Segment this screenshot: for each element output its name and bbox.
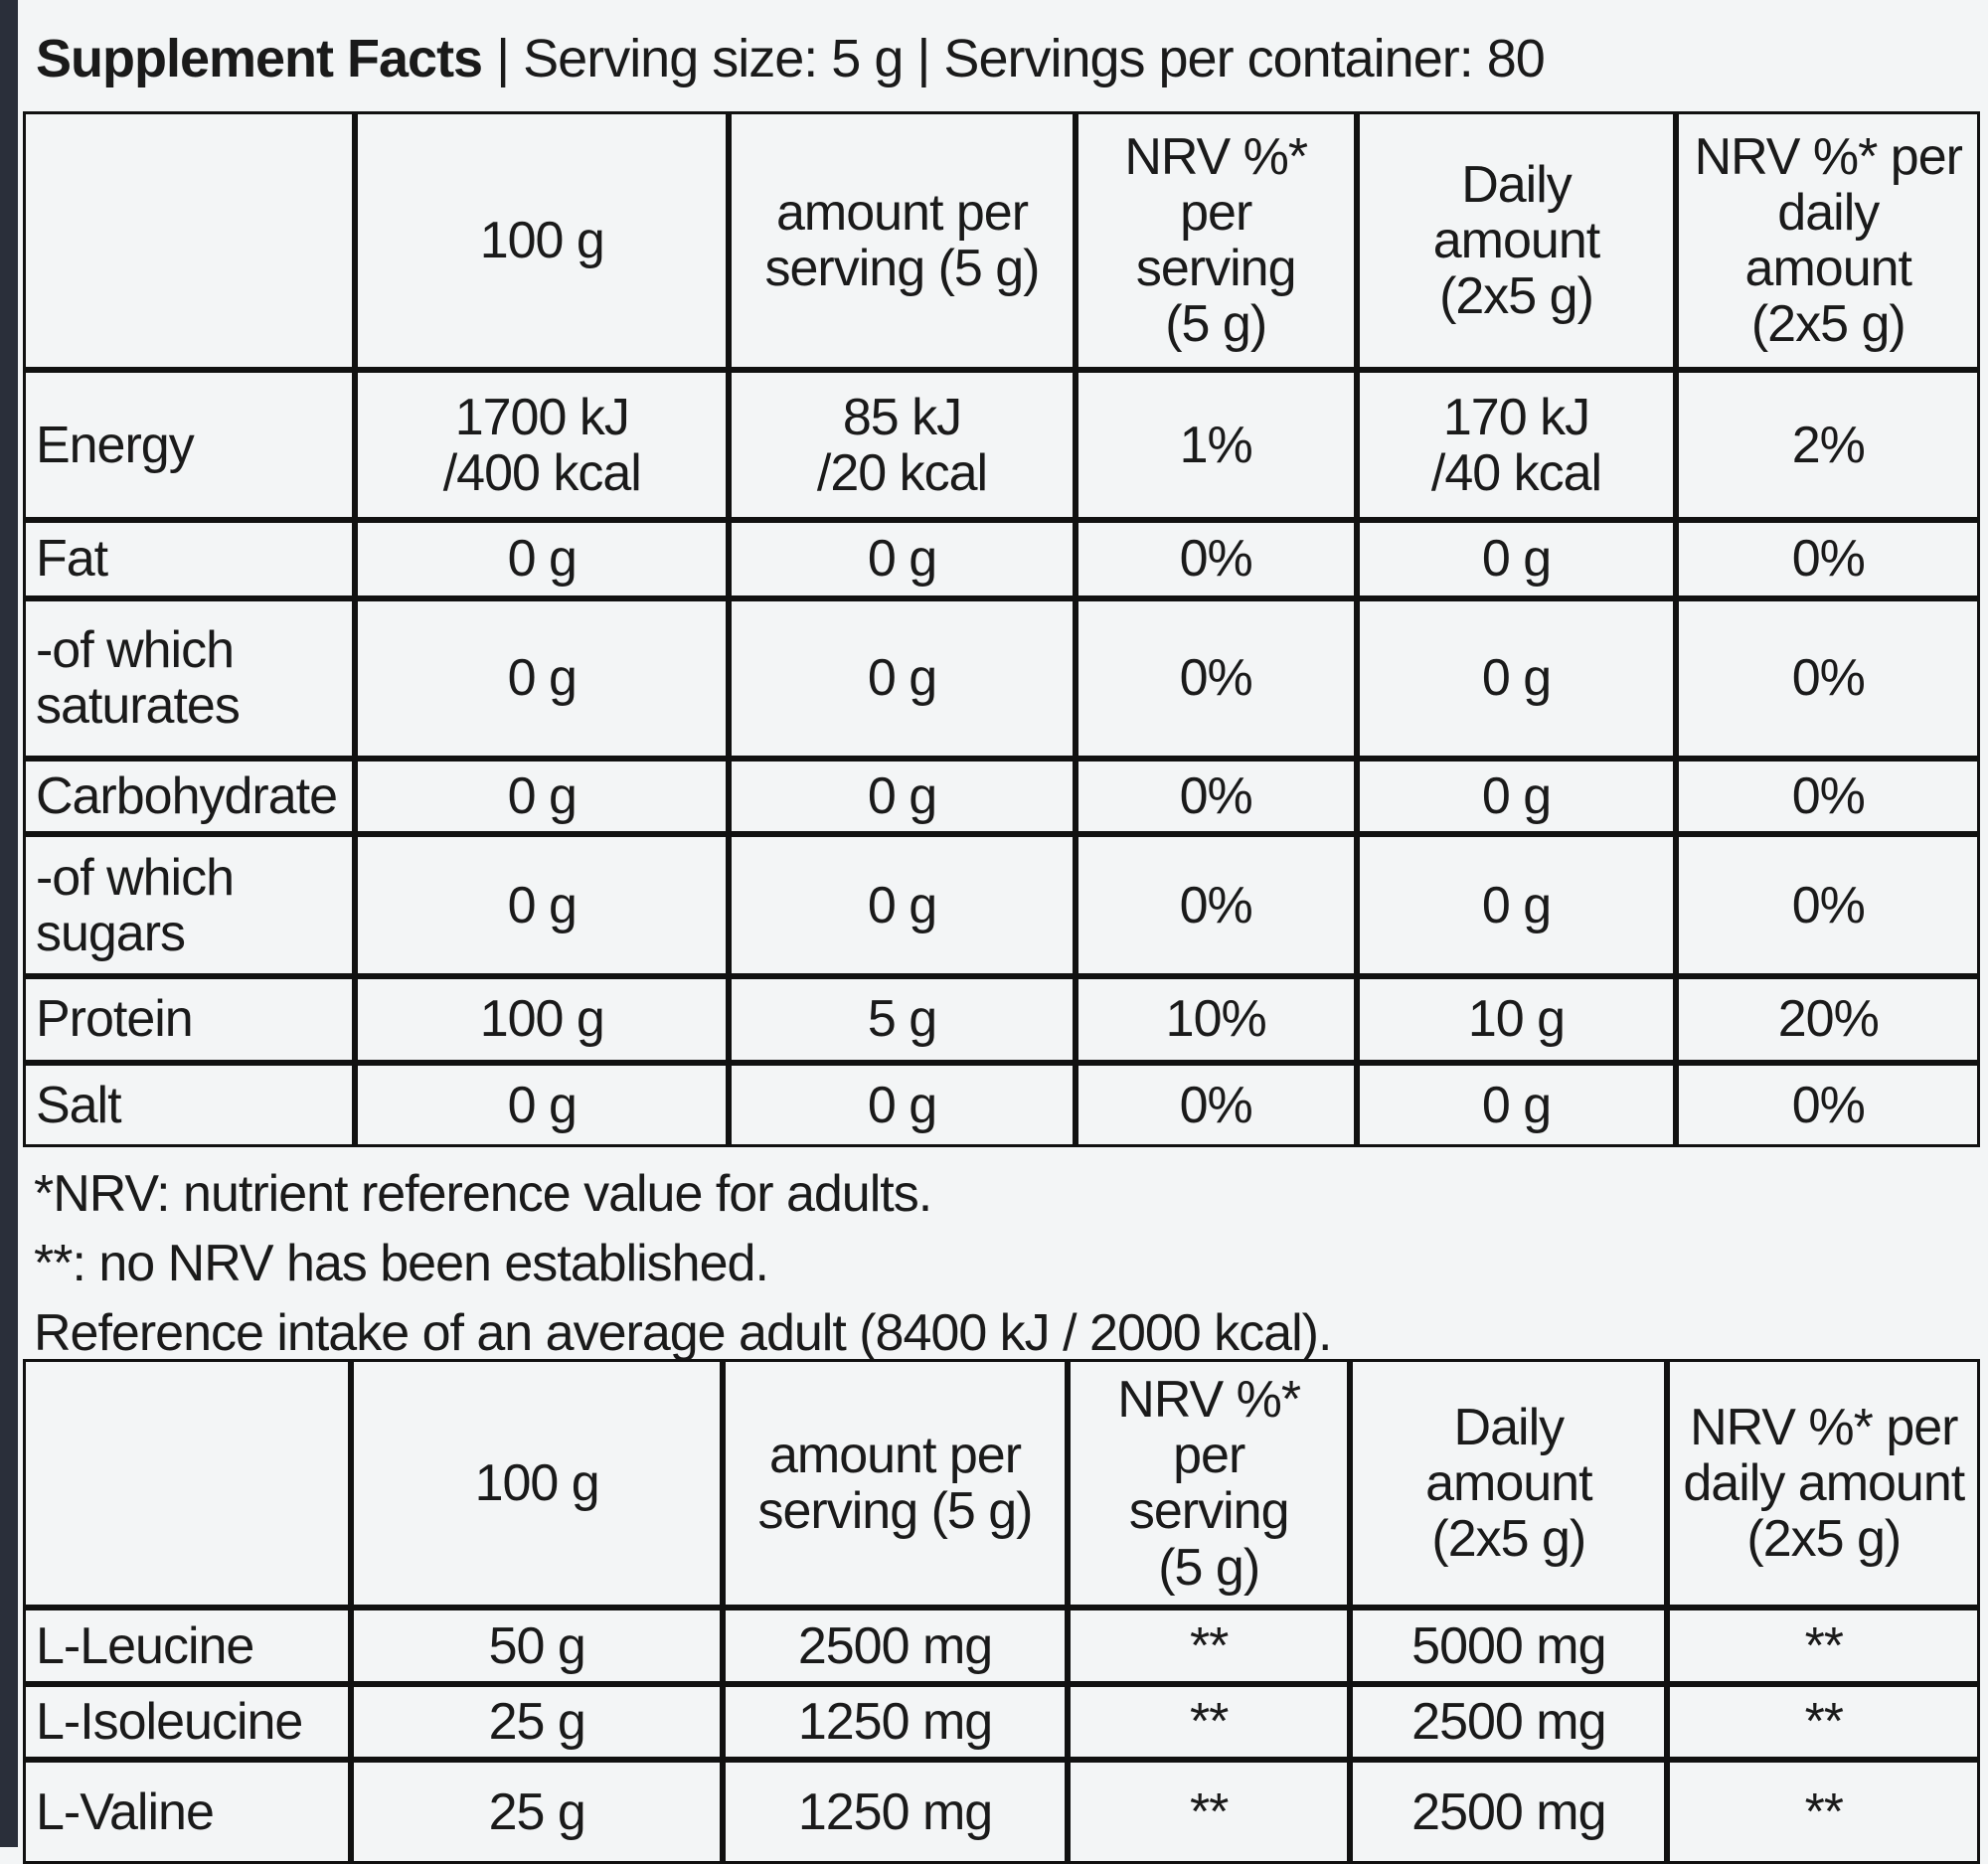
column-header: NRV %* per serving (5 g) xyxy=(1067,1359,1351,1609)
cell-value: ** xyxy=(1067,1683,1351,1761)
cell-value: 0 g xyxy=(1356,834,1677,977)
separator: | xyxy=(496,29,510,88)
cell-value: 0 g xyxy=(1356,519,1677,599)
row-label: Energy xyxy=(22,370,356,520)
cell-value: 0% xyxy=(1075,519,1357,599)
row-label: -of which sugars xyxy=(22,834,356,977)
column-header: amount per serving (5 g) xyxy=(729,111,1076,371)
row-label: -of which saturates xyxy=(22,598,356,759)
separator: | xyxy=(916,29,930,88)
cell-value: 0 g xyxy=(729,598,1076,759)
cell-value: 85 kJ /20 kcal xyxy=(729,370,1076,520)
serving-size: Serving size: 5 g xyxy=(523,29,904,88)
cell-value: 2% xyxy=(1676,370,1981,520)
cell-value: 10% xyxy=(1075,976,1357,1063)
cell-value: 0% xyxy=(1676,834,1981,977)
row-label: Salt xyxy=(22,1062,356,1148)
cell-value: 0% xyxy=(1075,834,1357,977)
cell-value: 0% xyxy=(1676,758,1981,835)
cell-value: 1250 mg xyxy=(723,1760,1068,1864)
cell-value: 170 kJ /40 kcal xyxy=(1356,370,1677,520)
cell-value: 0 g xyxy=(355,519,730,599)
cell-value: 0% xyxy=(1075,598,1357,759)
cell-value: 0 g xyxy=(729,758,1076,835)
column-header: NRV %* per serving (5 g) xyxy=(1075,111,1357,371)
row-label: Fat xyxy=(22,519,356,599)
cell-value: 10 g xyxy=(1356,976,1677,1063)
cell-value: ** xyxy=(1667,1760,1981,1864)
cell-value: 5 g xyxy=(729,976,1076,1063)
cell-value: 2500 mg xyxy=(723,1608,1068,1684)
cell-value: 25 g xyxy=(351,1683,724,1761)
column-header: Daily amount (2x5 g) xyxy=(1356,111,1677,371)
cell-value: 0 g xyxy=(355,758,730,835)
cell-value: 100 g xyxy=(355,976,730,1063)
cell-value: ** xyxy=(1667,1683,1981,1761)
column-header: Daily amount (2x5 g) xyxy=(1350,1359,1668,1609)
cell-value: 0 g xyxy=(355,834,730,977)
cell-value: ** xyxy=(1067,1608,1351,1684)
cell-value: 0% xyxy=(1676,519,1981,599)
footnote: Reference intake of an average adult (84… xyxy=(34,1304,1332,1363)
cell-value: 0 g xyxy=(729,519,1076,599)
cell-value: 1250 mg xyxy=(723,1683,1068,1761)
cell-value: 0 g xyxy=(729,834,1076,977)
title: Supplement Facts xyxy=(36,29,483,88)
column-header: NRV %* per daily amount (2x5 g) xyxy=(1676,111,1981,371)
cell-value: 20% xyxy=(1676,976,1981,1063)
cell-value: ** xyxy=(1067,1760,1351,1864)
cell-value: 0 g xyxy=(355,598,730,759)
cell-value: 0% xyxy=(1075,1062,1357,1148)
cell-value: 0 g xyxy=(1356,1062,1677,1148)
row-label: L-Valine xyxy=(22,1760,352,1864)
column-header: amount per serving (5 g) xyxy=(723,1359,1068,1609)
cell-value: 0% xyxy=(1676,598,1981,759)
servings-per-container: Servings per container: 80 xyxy=(943,29,1545,88)
column-header: 100 g xyxy=(351,1359,724,1609)
cell-value: 0 g xyxy=(355,1062,730,1148)
header-cell xyxy=(22,1359,352,1609)
row-label: L-Leucine xyxy=(22,1608,352,1684)
column-header: 100 g xyxy=(355,111,730,371)
cell-value: 2500 mg xyxy=(1350,1683,1668,1761)
cell-value: 0% xyxy=(1676,1062,1981,1148)
row-label: Carbohydrate xyxy=(22,758,356,835)
footnote: *NRV: nutrient reference value for adult… xyxy=(34,1164,932,1223)
cell-value: 0% xyxy=(1075,758,1357,835)
cell-value: 1% xyxy=(1075,370,1357,520)
row-label: L-Isoleucine xyxy=(22,1683,352,1761)
cell-value: 25 g xyxy=(351,1760,724,1864)
cell-value: 1700 kJ /400 kcal xyxy=(355,370,730,520)
row-label: Protein xyxy=(22,976,356,1063)
header: Supplement Facts | Serving size: 5 g | S… xyxy=(36,28,1546,89)
cell-value: 5000 mg xyxy=(1350,1608,1668,1684)
cell-value: 2500 mg xyxy=(1350,1760,1668,1864)
column-header: NRV %* per daily amount (2x5 g) xyxy=(1667,1359,1981,1609)
cell-value: 50 g xyxy=(351,1608,724,1684)
footnote: **: no NRV has been established. xyxy=(34,1235,769,1293)
cell-value: ** xyxy=(1667,1608,1981,1684)
header-cell xyxy=(22,111,356,371)
cell-value: 0 g xyxy=(729,1062,1076,1148)
cell-value: 0 g xyxy=(1356,598,1677,759)
edge xyxy=(0,0,18,1847)
cell-value: 0 g xyxy=(1356,758,1677,835)
